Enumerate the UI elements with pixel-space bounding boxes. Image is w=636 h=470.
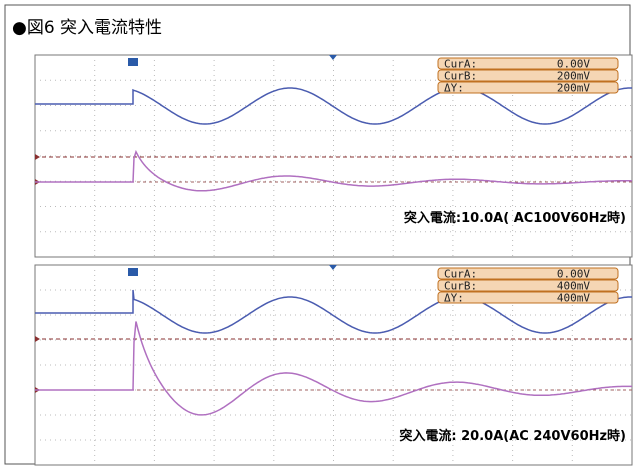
trigger-marker xyxy=(128,58,138,66)
cursor-box xyxy=(438,292,618,303)
cursor-label: ΔY: xyxy=(444,292,464,305)
cursor-value: 400mV xyxy=(557,292,590,305)
trigger-marker xyxy=(128,268,138,276)
cursor-label: ΔY: xyxy=(444,82,464,95)
scope-panel: CurA:0.00VCurB:200mVΔY:200mV突入電流:10.0A( … xyxy=(35,55,632,257)
figure-title: ●図6 突入電流特性 xyxy=(12,18,162,38)
caption: 突入電流: 20.0A(AC 240V60Hz時) xyxy=(399,428,626,444)
caption: 突入電流:10.0A( AC100V60Hz時) xyxy=(404,210,626,226)
figure: ●図6 突入電流特性 CurA:0.00VCurB:200mVΔY:200mV突… xyxy=(0,0,636,470)
cursor-box xyxy=(438,82,618,93)
cursor-value: 200mV xyxy=(557,82,590,95)
